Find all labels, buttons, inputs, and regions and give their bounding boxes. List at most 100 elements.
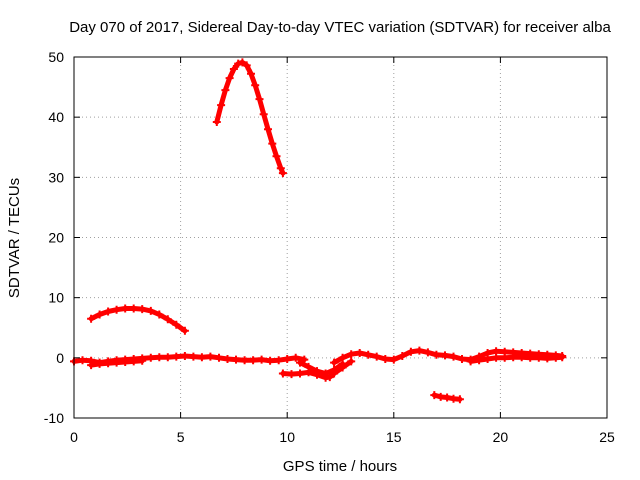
data-point <box>163 315 172 324</box>
data-point <box>225 74 234 83</box>
data-point <box>347 357 356 366</box>
data-point <box>483 355 492 363</box>
data-point <box>534 353 543 362</box>
y-tick-label: 30 <box>48 169 64 185</box>
data-point <box>247 69 255 78</box>
data-point <box>251 81 260 90</box>
series-arc-baseline-c <box>330 346 567 367</box>
data-point <box>455 395 464 404</box>
data-point <box>330 365 339 374</box>
data-point <box>509 353 518 362</box>
data-point <box>121 358 130 366</box>
data-point <box>381 355 390 363</box>
data-point <box>172 352 181 361</box>
data-point <box>217 101 226 110</box>
data-point <box>129 304 138 313</box>
data-point <box>221 86 230 95</box>
data-point <box>389 355 398 364</box>
data-point <box>95 310 104 319</box>
data-point <box>138 305 147 314</box>
data-point <box>543 354 552 363</box>
data-point <box>180 352 189 360</box>
data-point <box>398 352 407 360</box>
data-point <box>347 350 356 359</box>
data-point <box>232 355 240 364</box>
data-point <box>104 359 113 368</box>
data-point <box>229 65 238 73</box>
data-point <box>223 355 232 363</box>
y-tick-label: 40 <box>48 109 64 125</box>
data-point <box>240 356 249 365</box>
data-point <box>197 353 206 362</box>
data-point <box>78 356 87 365</box>
series-arc-hump <box>87 304 189 335</box>
data-point <box>441 351 449 360</box>
data-point <box>95 359 104 368</box>
data-point <box>526 353 535 362</box>
data-point <box>242 61 251 70</box>
data-point <box>264 125 272 134</box>
data-point <box>146 306 155 315</box>
series-arc-peak <box>212 58 287 178</box>
data-point <box>259 110 268 119</box>
data-point <box>321 369 330 378</box>
data-point <box>296 358 304 367</box>
data-point <box>87 361 96 370</box>
data-point <box>372 352 381 361</box>
data-point <box>500 353 509 362</box>
data-point <box>355 349 364 357</box>
data-point <box>274 356 283 365</box>
data-point <box>155 353 164 362</box>
data-point <box>180 326 189 335</box>
data-point <box>121 304 130 313</box>
y-tick-label: 20 <box>48 230 64 246</box>
data-point <box>212 118 221 126</box>
data-point <box>206 352 215 361</box>
data-point <box>364 350 373 359</box>
y-tick-label: -10 <box>44 410 64 426</box>
y-axis-label: SDTVAR / TECUs <box>6 178 23 298</box>
data-point <box>238 58 247 67</box>
y-tick-label: 50 <box>48 49 64 65</box>
data-point <box>330 358 339 367</box>
data-point <box>257 355 266 364</box>
x-tick-label: 10 <box>279 429 295 445</box>
x-tick-label: 25 <box>599 429 615 445</box>
data-point <box>313 367 321 376</box>
x-tick-label: 20 <box>493 429 509 445</box>
x-axis-label: GPS time / hours <box>283 458 397 475</box>
data-point <box>189 352 198 361</box>
data-point <box>146 353 155 362</box>
data-point <box>278 169 287 178</box>
data-point <box>492 353 501 362</box>
y-tick-label: 0 <box>56 350 64 366</box>
data-point <box>112 305 121 314</box>
data-point <box>296 369 304 378</box>
data-point <box>406 347 415 356</box>
data-point <box>432 350 441 359</box>
data-point <box>234 59 243 68</box>
data-point <box>304 362 313 371</box>
data-point <box>283 355 292 363</box>
data-point <box>112 358 121 367</box>
series-arc-baseline-b <box>87 356 147 370</box>
series-arc-dip <box>278 357 356 382</box>
x-tick-label: 5 <box>177 429 185 445</box>
data-point <box>338 353 347 362</box>
data-point <box>104 307 113 316</box>
data-point <box>87 314 96 323</box>
data-point <box>172 320 181 329</box>
data-point <box>278 369 287 378</box>
data-point <box>475 356 484 365</box>
data-point <box>430 391 439 400</box>
data-point <box>558 353 567 362</box>
data-point <box>138 356 147 365</box>
series-line <box>331 348 565 366</box>
data-point <box>272 152 281 161</box>
data-point <box>266 356 275 365</box>
data-point <box>268 139 277 148</box>
chart-title: Day 070 of 2017, Sidereal Day-to-day VTE… <box>69 19 611 36</box>
data-point <box>458 355 466 363</box>
data-point <box>255 95 264 104</box>
